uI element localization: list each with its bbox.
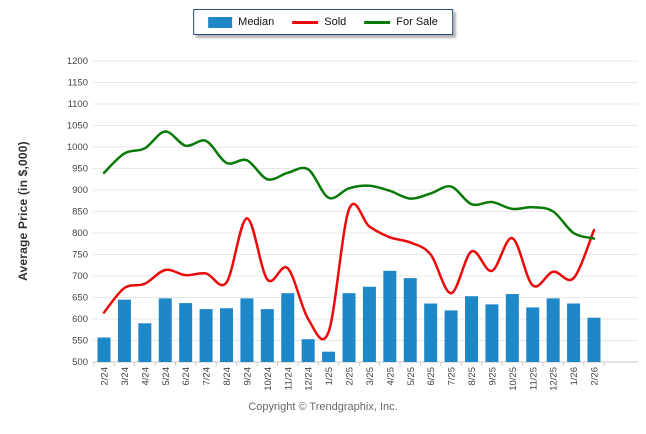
median-bar[interactable]	[179, 303, 193, 362]
x-tick-label: 10/24	[263, 367, 274, 391]
x-tick-label: 3/24	[120, 367, 131, 386]
forsale-line[interactable]	[102, 130, 596, 240]
legend-label-forsale: For Sale	[396, 16, 438, 28]
y-tick-label: 1050	[67, 121, 88, 132]
x-tick-label: 2/26	[590, 367, 601, 386]
y-tick-label: 500	[72, 357, 88, 368]
y-tick-label: 900	[72, 185, 88, 196]
legend-box: Median Sold For Sale	[193, 9, 453, 35]
median-bar[interactable]	[567, 303, 581, 362]
x-tick-label: 10/25	[508, 367, 519, 391]
forsale-line-swatch-icon	[364, 20, 391, 24]
legend-item-sold[interactable]: Sold	[292, 16, 346, 28]
x-tick-label: 2/25	[345, 367, 356, 386]
median-bar[interactable]	[260, 309, 274, 362]
x-tick-label: 7/25	[447, 367, 458, 386]
median-bar[interactable]	[465, 296, 478, 362]
median-bar[interactable]	[301, 339, 315, 362]
x-tick-label: 4/25	[385, 367, 396, 386]
median-bar[interactable]	[444, 310, 458, 362]
x-tick-label: 5/25	[406, 367, 417, 386]
median-bar[interactable]	[240, 298, 254, 362]
median-bar[interactable]	[158, 298, 172, 362]
median-swatch-icon	[208, 16, 233, 28]
x-tick-label: 8/24	[222, 367, 233, 386]
copyright-text: Copyright © Trendgraphix, Inc.	[248, 401, 398, 413]
median-bar[interactable]	[97, 337, 111, 362]
median-bar[interactable]	[220, 308, 233, 362]
y-tick-label: 600	[72, 314, 88, 325]
median-bar[interactable]	[138, 323, 152, 362]
y-tick-label: 850	[72, 207, 88, 218]
y-tick-label: 1100	[68, 99, 88, 110]
median-bar[interactable]	[526, 307, 540, 362]
median-bar[interactable]	[199, 309, 213, 362]
median-bar[interactable]	[362, 286, 376, 362]
x-tick-label: 11/24	[283, 367, 294, 390]
y-tick-label: 1200	[67, 56, 88, 67]
y-tick-label: 700	[72, 271, 88, 282]
median-bar[interactable]	[383, 270, 397, 362]
x-tick-label: 9/25	[487, 367, 498, 386]
median-bar[interactable]	[342, 293, 356, 362]
median-bar[interactable]	[281, 293, 295, 362]
y-tick-label: 1150	[68, 78, 88, 89]
x-tick-label: 7/24	[202, 367, 213, 386]
y-tick-label: 750	[72, 250, 88, 261]
median-bar[interactable]	[505, 294, 519, 362]
median-bar[interactable]	[546, 298, 560, 362]
y-tick-label: 950	[72, 164, 88, 175]
y-tick-label: 1000	[67, 142, 88, 153]
x-tick-label: 12/25	[549, 367, 560, 391]
legend-item-forsale[interactable]: For Sale	[364, 16, 438, 28]
x-tick-label: 9/24	[242, 367, 253, 386]
x-tick-label: 1/26	[569, 367, 580, 386]
median-bar[interactable]	[424, 303, 438, 362]
x-tick-label: 6/24	[181, 367, 192, 386]
sold-line-swatch-icon	[292, 20, 319, 24]
median-bar[interactable]	[403, 278, 417, 362]
x-tick-label: 1/25	[324, 367, 335, 386]
legend-label-median: Median	[238, 16, 275, 28]
median-bar[interactable]	[322, 351, 336, 362]
x-tick-label: 5/24	[161, 367, 172, 386]
sold-line[interactable]	[102, 202, 596, 341]
y-tick-label: 650	[72, 293, 88, 304]
x-tick-label: 12/24	[304, 367, 315, 391]
median-bar[interactable]	[587, 317, 601, 362]
legend-label-sold: Sold	[324, 16, 347, 28]
x-tick-label: 11/25	[528, 367, 539, 390]
x-tick-label: 3/25	[365, 367, 376, 386]
x-tick-label: 6/25	[426, 367, 437, 386]
y-tick-label: 550	[72, 336, 88, 347]
legend-item-median[interactable]: Median	[208, 16, 274, 28]
median-bar[interactable]	[485, 304, 499, 362]
x-tick-label: 8/25	[467, 367, 478, 386]
x-tick-label: 2/24	[100, 367, 111, 386]
x-tick-label: 4/24	[140, 367, 151, 386]
median-bar[interactable]	[117, 299, 131, 362]
y-tick-label: 800	[72, 228, 88, 239]
